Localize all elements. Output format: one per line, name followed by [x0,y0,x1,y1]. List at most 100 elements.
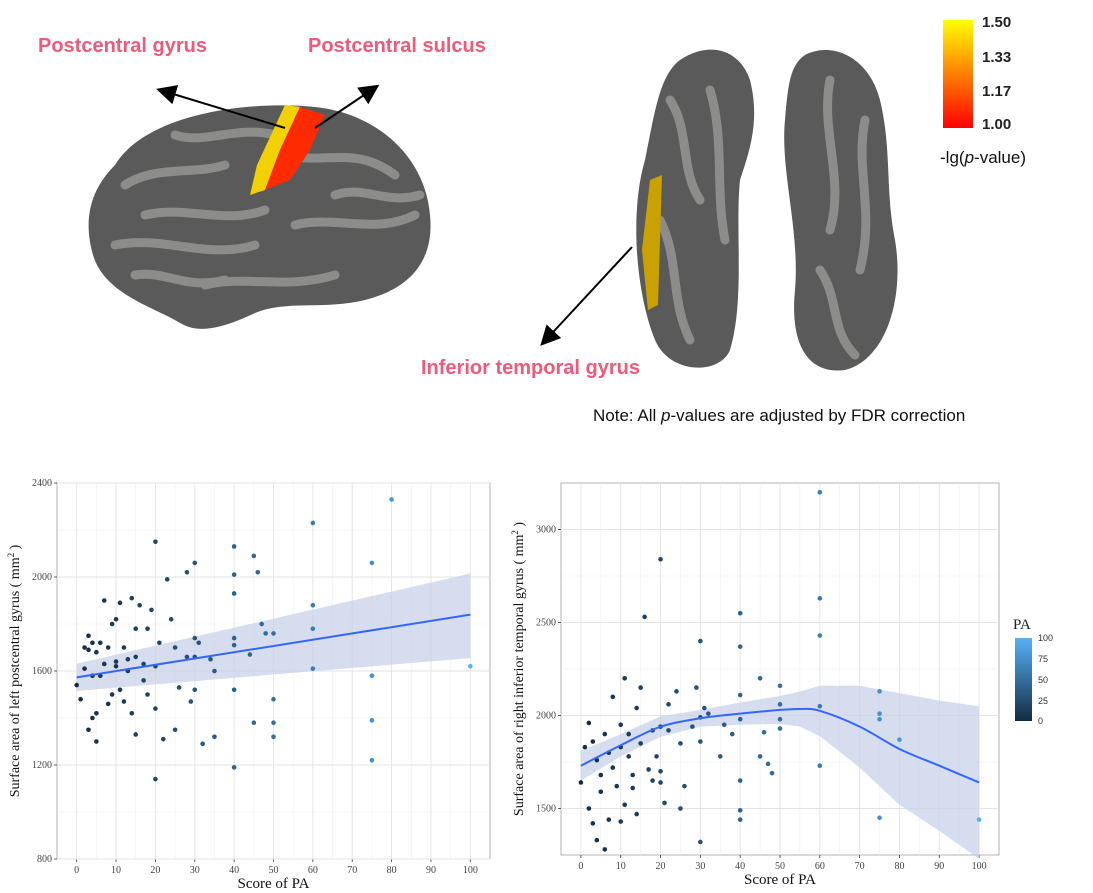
x-tick-label: 0 [74,865,79,876]
data-point [610,694,616,700]
data-point [133,732,139,737]
x-tick-label: 50 [775,861,785,872]
data-point [737,610,743,616]
data-point [82,645,87,650]
data-point [133,654,139,660]
data-point [105,645,111,650]
y-axis-label: Surface area of left postcentral gyrus (… [6,544,23,797]
data-point [698,638,703,644]
data-point [168,617,174,622]
y-tick-label: 3000 [536,525,556,536]
data-point [976,817,982,822]
y-tick-label: 2500 [536,618,556,629]
data-point [765,761,771,767]
y-tick-label: 1600 [32,666,52,677]
data-point [618,819,624,824]
data-point [658,780,663,785]
data-point [259,621,264,627]
data-point [231,687,237,693]
data-point [117,687,123,693]
data-point [271,734,276,740]
data-point [231,642,237,648]
data-point [310,626,316,631]
data-point [757,754,763,759]
data-point [598,772,604,778]
x-tick-label: 20 [656,861,666,872]
data-point [761,729,767,735]
data-point [642,614,647,620]
data-point [630,772,635,778]
data-point [646,767,651,772]
data-point [654,754,659,759]
data-point [113,617,119,622]
arrow-postcentral-gyrus [156,85,286,129]
x-tick-label: 60 [815,861,825,872]
x-tick-label: 10 [111,865,121,876]
scatter-left-postcentral: 0 10 20 30 40 50 60 70 80 90 100 800 1200 1600 2000 240… [6,478,491,892]
data-point [594,837,600,843]
data-point [626,754,631,759]
data-point [634,705,639,711]
data-point [200,741,205,747]
data-point [188,699,194,704]
data-point [666,702,671,707]
data-point [610,765,616,770]
fit-line [76,613,471,679]
data-point [129,595,135,601]
brain-inferior-view [636,49,898,371]
data-point [698,839,703,845]
data-point [737,644,743,649]
data-point [717,754,723,759]
colorbar [943,20,973,128]
annotation-arrows [156,84,633,346]
data-point [192,687,198,693]
data-point [817,596,823,601]
data-point [231,572,237,577]
data-point [121,699,127,704]
data-point [769,770,775,776]
data-point [582,744,588,750]
data-point [113,664,119,669]
data-point [98,640,103,646]
data-point [310,666,316,671]
x-tick-label: 20 [150,865,160,876]
data-point [196,640,202,646]
data-point [729,731,735,737]
x-tick-label: 60 [308,865,318,876]
data-point [137,602,142,608]
data-point [172,727,178,733]
data-point [74,682,79,688]
data-point [176,685,182,690]
data-point [184,654,190,660]
data-point [153,539,158,545]
data-point [897,737,902,742]
data-point [698,739,703,744]
data-point [721,722,727,728]
data-point [877,711,882,716]
data-point [590,739,596,744]
data-point [153,706,158,711]
data-point [145,692,150,697]
data-point [90,715,95,721]
data-point [310,602,316,608]
data-point [369,673,375,678]
brain-lateral-view [88,105,431,329]
data-point [658,769,663,774]
x-tick-label: 100 [463,865,478,876]
data-point [737,817,743,822]
scatter-right-inferior-temporal: 0 10 20 30 40 50 60 70 80 90 100 1500 2000 2500 3000 Sc… [510,482,1000,888]
x-tick-label: 10 [616,861,626,872]
data-point [682,783,687,789]
data-point [662,800,667,806]
data-point [630,785,635,791]
data-point [626,731,631,737]
data-point [251,553,257,559]
data-point [817,633,823,638]
data-point [129,711,135,716]
x-axis-label: Score of PA [238,876,310,892]
legend-tick: 100 [1038,633,1054,643]
data-point [310,520,316,526]
data-point [737,716,743,722]
data-point [468,664,473,669]
x-axis-label: Score of PA [744,872,816,888]
